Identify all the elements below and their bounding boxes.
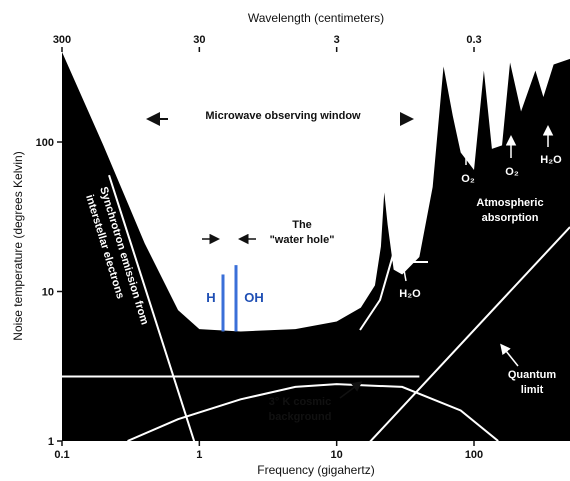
h2o-22-arrow [398, 256, 409, 282]
window-label: Microwave observing window [205, 110, 361, 122]
water-hole-label-2: "water hole" [270, 234, 335, 246]
y-tick-label-2: 100 [36, 137, 54, 149]
plot-area [62, 52, 570, 441]
top-tick-label-0: 300 [53, 34, 71, 46]
x-axis-title: Frequency (gigahertz) [257, 463, 374, 477]
quantum-arrow [500, 343, 519, 367]
y-axis-title: Noise temperature (degrees Kelvin) [11, 151, 25, 340]
o2-60-label: O₂ [461, 173, 475, 185]
atmos-label-1: Atmospheric [476, 197, 543, 209]
h2o-22-label: H₂O [399, 288, 421, 300]
top-tick-label-3: 0.3 [466, 34, 481, 46]
o2-118-label: O₂ [505, 166, 519, 178]
top-tick-label-1: 30 [193, 34, 205, 46]
cmb-curve [127, 383, 499, 441]
water-hole-label-1: The [292, 219, 312, 231]
atmos-label-2: absorption [482, 212, 539, 224]
sky-noise-area [62, 52, 570, 441]
synchrotron-line [108, 174, 196, 441]
oh-label: OH [244, 290, 264, 305]
top-tick-label-2: 3 [334, 34, 340, 46]
inner-white-curve [359, 218, 428, 331]
cmb-label-2: background [269, 411, 332, 423]
h-label: H [206, 290, 215, 305]
x-tick-label-1: 1 [196, 449, 202, 461]
h2o-183-label: H₂O [540, 154, 562, 166]
cmb-arrow [339, 381, 363, 399]
x-tick-label-3: 100 [465, 449, 483, 461]
x-tick-label-0: 0.1 [54, 449, 69, 461]
quantum-limit-line [369, 226, 570, 441]
cmb-label-1: 3° K cosmic [269, 396, 331, 408]
y-tick-label-1: 10 [42, 287, 54, 299]
x-tick-label-2: 10 [331, 449, 343, 461]
top-axis-title: Wavelength (centimeters) [248, 11, 384, 25]
y-tick-label-0: 1 [48, 436, 54, 448]
quantum-label-1: Quantum [508, 369, 556, 381]
quantum-label-2: limit [521, 384, 544, 396]
